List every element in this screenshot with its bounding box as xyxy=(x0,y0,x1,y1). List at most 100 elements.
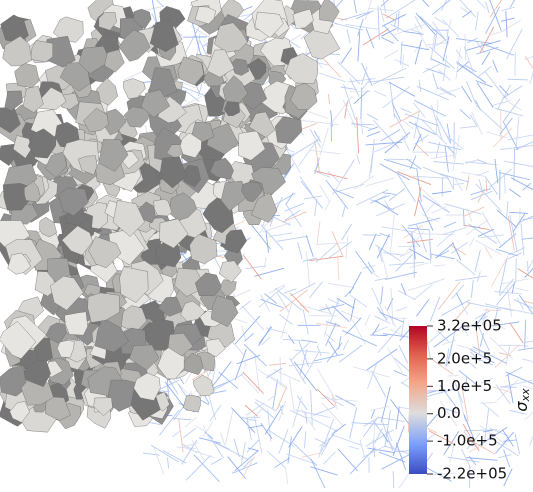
contact-edge xyxy=(422,189,443,209)
contact-edge xyxy=(398,291,415,300)
contact-edge xyxy=(498,455,511,458)
page: {"colorbar": {"label": "σ", "label_sub":… xyxy=(0,0,533,488)
contact-edge xyxy=(298,242,303,259)
contact-edge xyxy=(347,29,350,43)
contact-edge xyxy=(380,312,404,322)
contact-edge xyxy=(228,457,246,479)
contact-edge xyxy=(315,140,320,173)
contact-edge xyxy=(316,244,337,263)
grain xyxy=(0,366,26,397)
contact-edge xyxy=(338,449,358,471)
contact-edge xyxy=(318,369,337,401)
contact-edge xyxy=(369,234,376,250)
contact-edge xyxy=(277,387,287,411)
contact-edge xyxy=(375,245,400,261)
contact-edge xyxy=(401,108,412,112)
contact-edge xyxy=(452,285,464,299)
contact-edge xyxy=(448,457,480,462)
contact-edge xyxy=(506,372,533,384)
contact-edge xyxy=(269,363,286,365)
contact-edge xyxy=(447,135,464,149)
contact-edge xyxy=(268,394,277,401)
contact-edge xyxy=(348,79,376,82)
contact-edge xyxy=(486,1,490,13)
contact-edge xyxy=(513,213,525,231)
grain xyxy=(15,63,40,88)
contact-edge xyxy=(317,221,320,244)
contact-edge xyxy=(243,372,264,394)
contact-edge xyxy=(294,362,317,391)
contact-edge xyxy=(441,0,457,11)
grain xyxy=(319,0,339,22)
contact-edge xyxy=(477,66,491,77)
contact-edge xyxy=(365,0,374,20)
contact-edge xyxy=(389,82,415,96)
contact-edge xyxy=(368,127,378,131)
contact-edge xyxy=(231,340,246,357)
contact-edge xyxy=(367,132,380,137)
contact-edge xyxy=(408,218,440,226)
contact-edge xyxy=(280,357,281,386)
contact-edge xyxy=(463,210,464,226)
contact-edge xyxy=(275,458,290,468)
contact-edge xyxy=(445,204,481,214)
contact-edge xyxy=(525,56,533,83)
contact-edge xyxy=(524,52,533,59)
contact-edge xyxy=(254,268,284,276)
contact-edge xyxy=(246,408,263,424)
contact-edge xyxy=(277,236,308,241)
contact-edge xyxy=(415,40,421,65)
contact-edge xyxy=(385,132,410,152)
contact-edge xyxy=(242,306,264,331)
contact-edge xyxy=(434,17,446,25)
contact-edge xyxy=(514,300,533,314)
contact-edge xyxy=(168,458,169,469)
contact-edge xyxy=(183,428,196,438)
contact-edge xyxy=(501,7,514,10)
contact-edge xyxy=(396,406,399,429)
contact-edge xyxy=(357,117,359,154)
contact-edge xyxy=(341,311,360,320)
contact-edge xyxy=(396,307,407,311)
contact-edge xyxy=(351,124,373,125)
contact-edge xyxy=(397,172,431,185)
contact-edge xyxy=(353,367,389,377)
contact-edge xyxy=(327,343,342,362)
contact-edge xyxy=(420,16,446,39)
contact-edge xyxy=(151,445,178,462)
contact-edge xyxy=(371,409,375,419)
contact-edge xyxy=(523,218,533,220)
contact-edge xyxy=(451,0,476,17)
contact-edge xyxy=(338,255,339,280)
contact-edge xyxy=(495,345,519,368)
contact-edge xyxy=(507,79,528,80)
contact-edge xyxy=(322,403,344,427)
contact-edge xyxy=(258,327,270,346)
contact-edge xyxy=(467,303,502,310)
contact-edge xyxy=(503,20,521,30)
contact-edge xyxy=(370,335,387,336)
contact-edge xyxy=(499,345,528,346)
colorbar-tick-label: 0.0 xyxy=(437,404,461,422)
contact-edge xyxy=(163,450,186,463)
contact-edge xyxy=(172,431,180,437)
contact-edge xyxy=(515,288,529,291)
contact-edge xyxy=(396,254,413,271)
contact-edge xyxy=(460,109,471,119)
contact-edge xyxy=(393,471,394,488)
contact-edge xyxy=(343,340,348,350)
contact-edge xyxy=(337,298,355,308)
contact-edge xyxy=(356,154,359,164)
contact-edge xyxy=(419,80,421,92)
contact-edge xyxy=(221,433,225,446)
contact-edge xyxy=(373,324,380,335)
contact-edge xyxy=(389,262,424,265)
contact-edge xyxy=(398,246,418,247)
contact-edge xyxy=(433,73,438,89)
contact-edge xyxy=(265,294,277,304)
contact-edge xyxy=(429,46,455,69)
contact-edge xyxy=(455,276,487,281)
colorbar-tick-label: 3.2e+05 xyxy=(437,317,502,335)
contact-edge xyxy=(456,293,462,305)
contact-edge xyxy=(493,60,498,72)
